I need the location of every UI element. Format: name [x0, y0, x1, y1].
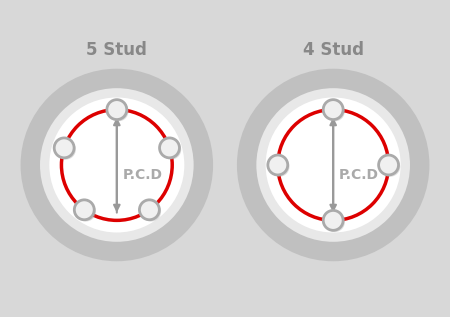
Circle shape: [54, 138, 74, 158]
Circle shape: [30, 78, 203, 251]
Circle shape: [250, 82, 423, 255]
Circle shape: [266, 98, 400, 232]
Circle shape: [378, 155, 399, 175]
Text: 4 Stud: 4 Stud: [303, 42, 364, 59]
Circle shape: [247, 78, 420, 251]
Circle shape: [323, 210, 343, 230]
Circle shape: [74, 200, 94, 220]
Circle shape: [380, 157, 400, 177]
Circle shape: [108, 101, 129, 121]
Circle shape: [56, 140, 76, 159]
Circle shape: [76, 202, 96, 222]
Text: 5 Stud: 5 Stud: [86, 42, 147, 59]
Circle shape: [325, 101, 345, 121]
Circle shape: [160, 138, 180, 158]
Circle shape: [140, 200, 159, 220]
Text: P.C.D: P.C.D: [339, 168, 379, 182]
Circle shape: [270, 157, 289, 177]
Circle shape: [268, 155, 288, 175]
Circle shape: [325, 212, 345, 232]
Circle shape: [323, 100, 343, 120]
Circle shape: [50, 98, 184, 232]
Circle shape: [141, 202, 161, 222]
Circle shape: [34, 82, 207, 255]
Circle shape: [161, 140, 181, 159]
Text: P.C.D: P.C.D: [123, 168, 163, 182]
Circle shape: [107, 100, 127, 120]
